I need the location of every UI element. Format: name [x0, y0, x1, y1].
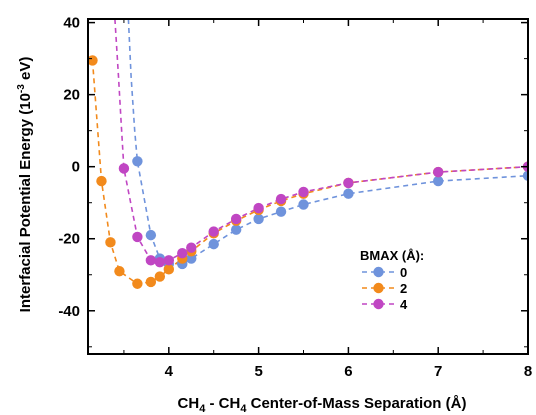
legend-label-4: 4: [400, 297, 408, 312]
legend-title: BMAX (Å):: [360, 248, 424, 263]
legend-marker-2: [373, 282, 384, 294]
legend-marker-4: [373, 298, 384, 310]
data-point-series-0: [253, 213, 264, 225]
y-tick-label: -20: [58, 231, 80, 248]
data-point-series-0: [522, 170, 528, 181]
data-point-series-0: [433, 175, 444, 187]
data-point-series-0: [298, 199, 309, 210]
data-point-series-4: [343, 177, 354, 189]
data-point-series-0: [230, 224, 242, 235]
data-point-series-4: [154, 256, 166, 268]
x-tick-label: 6: [344, 363, 352, 380]
data-point-series-4: [132, 231, 143, 243]
y-tick-label: 0: [72, 159, 80, 176]
data-point-series-4: [177, 247, 188, 259]
ticks-layer: [88, 19, 529, 354]
x-tick-label: 4: [165, 363, 174, 380]
series-line-2: [91, 60, 528, 285]
legend-label-0: 0: [400, 265, 407, 280]
data-point-series-4: [163, 255, 175, 266]
x-axis-title: CH4 - CH4 Center-of-Mass Separation (Å): [178, 395, 467, 415]
series-layer: [88, 19, 528, 289]
data-point-series-2: [114, 265, 125, 277]
plot-frame: [87, 18, 529, 355]
data-point-series-0: [132, 156, 143, 167]
legend-marker-0: [373, 266, 384, 278]
x-tick-label: 8: [524, 363, 532, 380]
data-point-series-4: [118, 163, 130, 174]
data-point-series-4: [433, 166, 444, 178]
data-point-series-4: [275, 193, 287, 205]
legend: BMAX (Å): 024: [360, 248, 424, 312]
data-point-series-4: [253, 202, 264, 214]
y-tick-label: 20: [63, 87, 80, 104]
data-point-series-2: [154, 271, 166, 282]
y-tick-label: -40: [58, 303, 80, 320]
legend-items: 024: [362, 265, 408, 312]
data-point-series-4: [186, 242, 197, 253]
data-point-series-2: [105, 237, 116, 248]
x-tick-label: 7: [434, 363, 442, 380]
y-axis-title: Interfacial Potential Energy (10-3 eV): [16, 57, 34, 313]
legend-label-2: 2: [400, 281, 407, 296]
data-point-series-2: [132, 278, 143, 289]
data-point-series-2: [163, 264, 175, 275]
data-point-series-0: [145, 229, 157, 241]
data-point-series-2: [145, 276, 157, 288]
data-point-series-4: [230, 213, 242, 225]
y-tick-label: 40: [63, 15, 80, 32]
data-point-series-4: [208, 226, 219, 237]
data-point-series-4: [145, 255, 157, 266]
data-point-series-4: [298, 186, 309, 198]
series-line-4: [114, 19, 528, 263]
data-point-series-0: [275, 206, 287, 217]
data-point-series-0: [208, 238, 219, 250]
x-tick-label: 5: [254, 363, 262, 380]
data-point-series-0: [343, 188, 354, 199]
series-line-0: [127, 19, 528, 265]
data-point-series-2: [88, 55, 98, 66]
data-point-series-0: [186, 253, 197, 264]
series-clip-group: [88, 19, 528, 289]
data-point-series-2: [96, 175, 107, 187]
